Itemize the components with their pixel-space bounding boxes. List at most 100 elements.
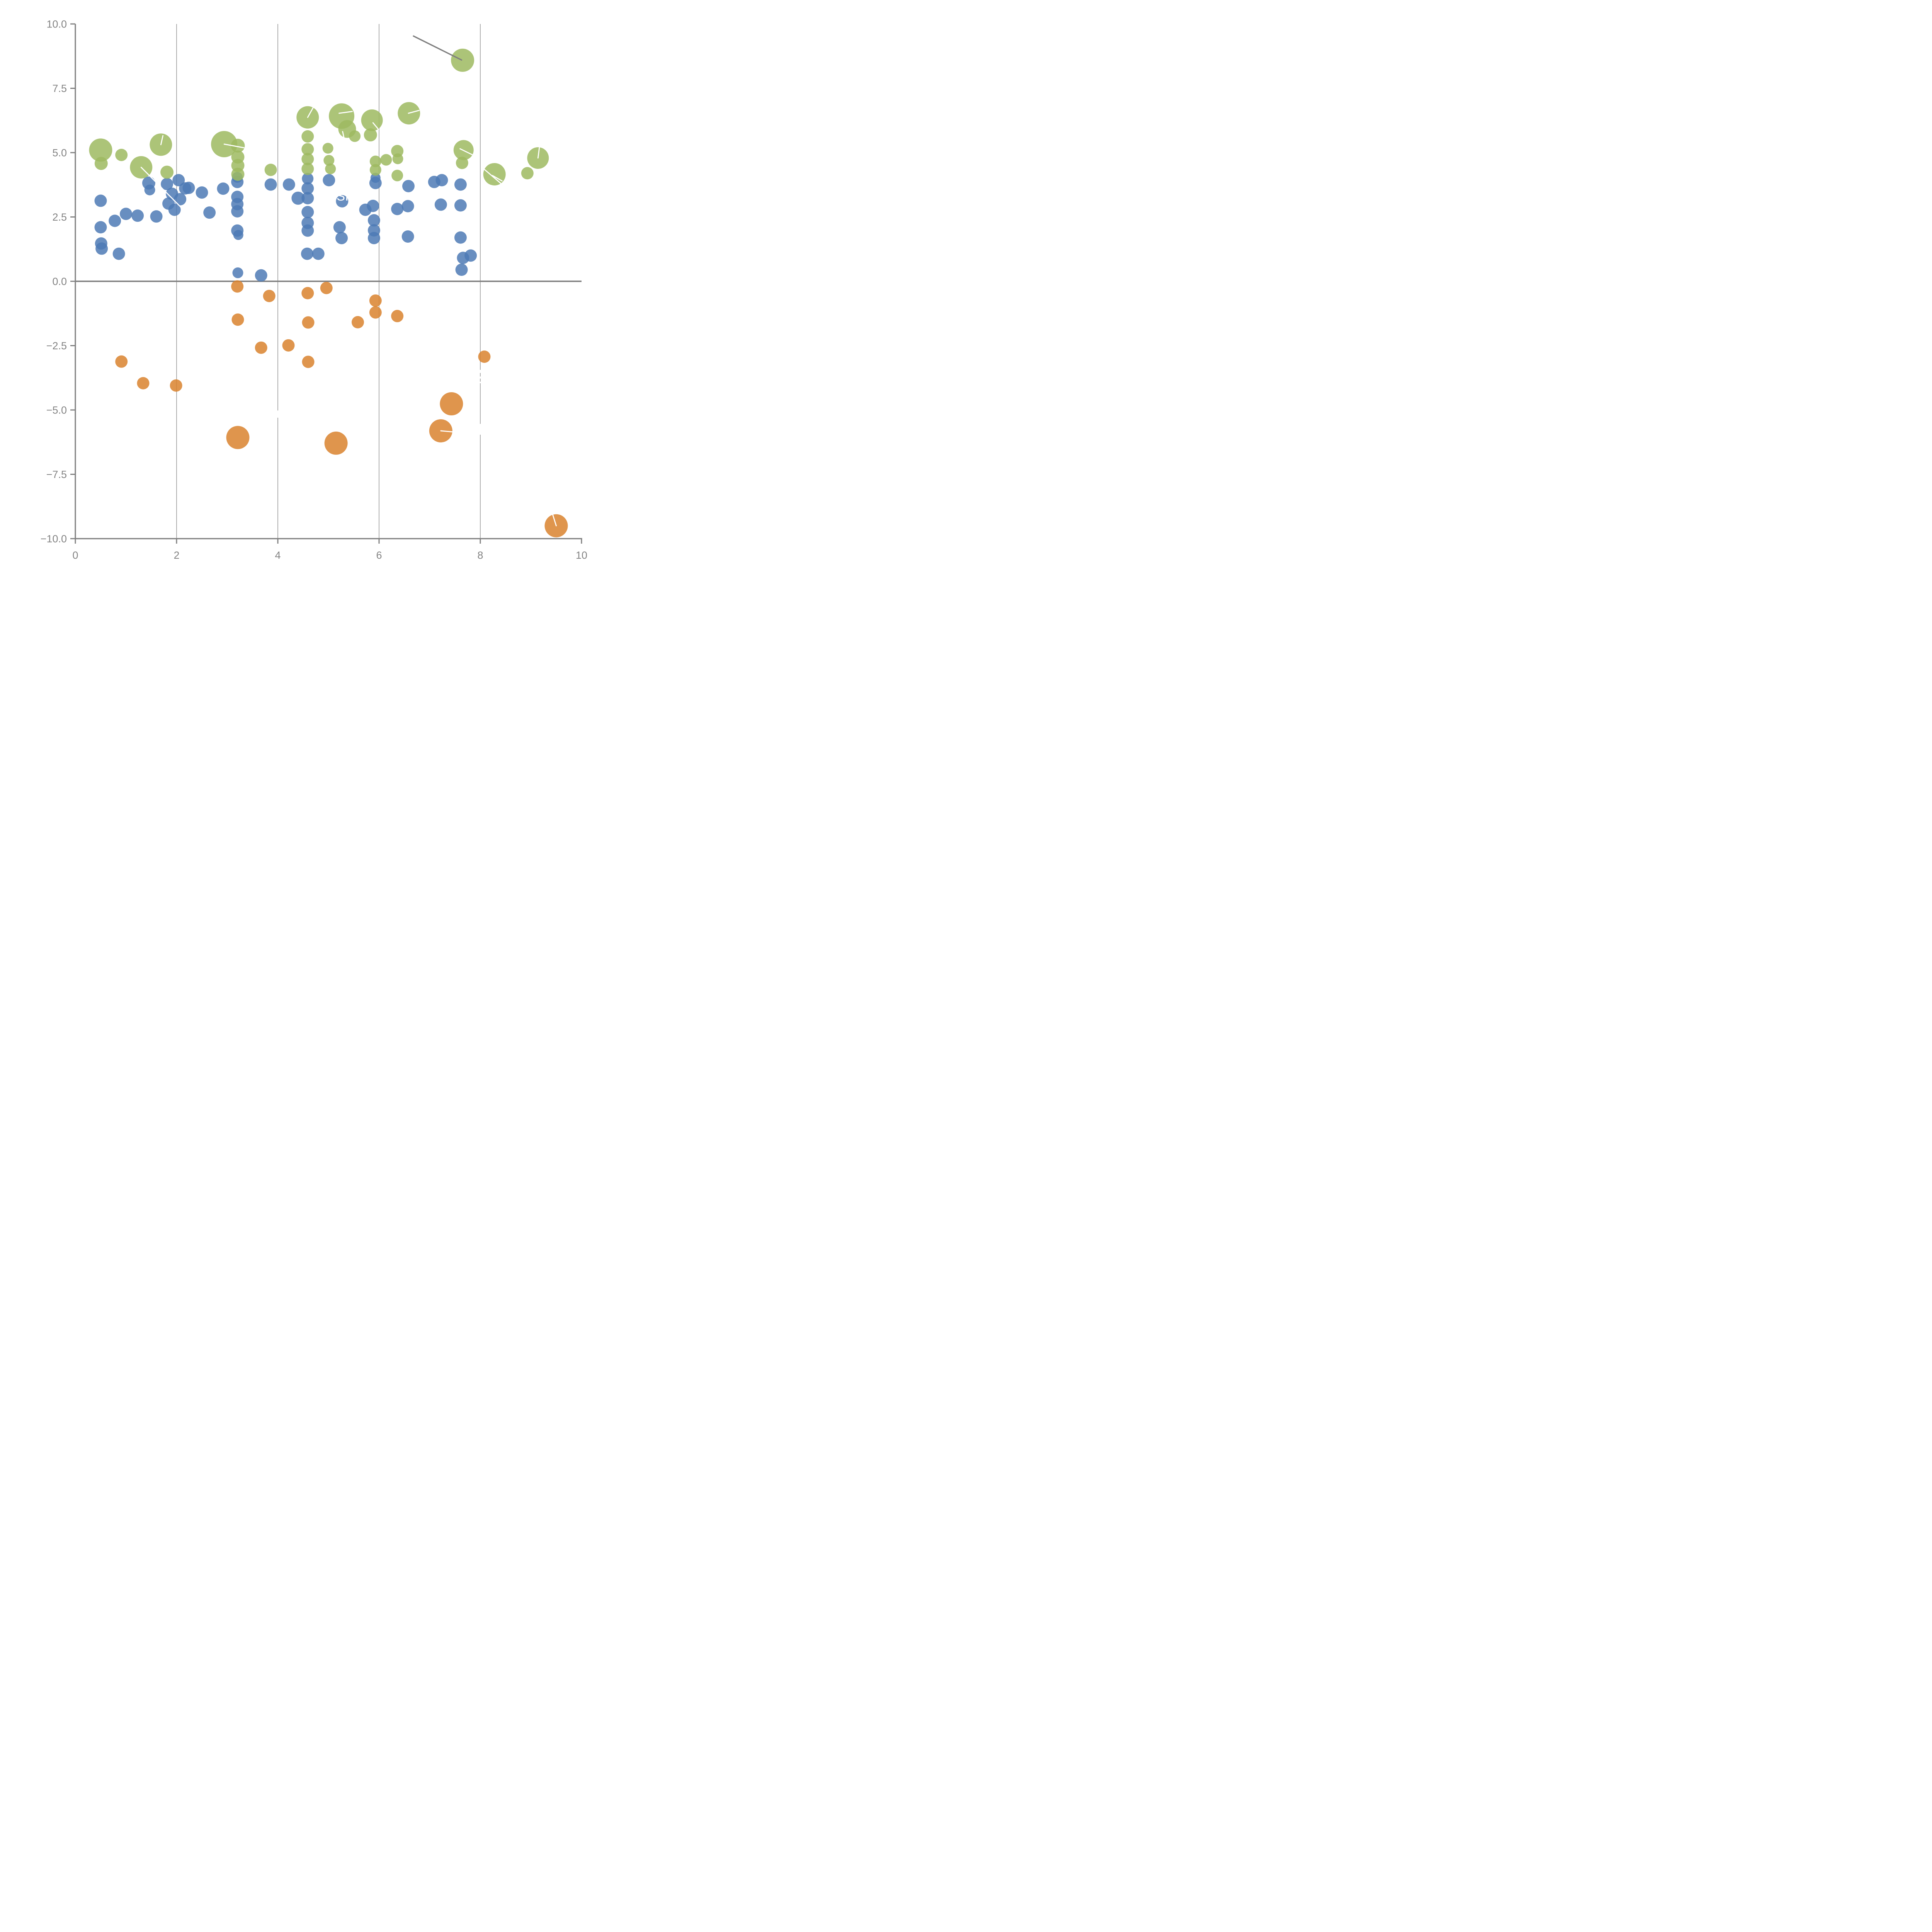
blue-data-point-5 xyxy=(112,247,125,260)
green-data-point-22 xyxy=(349,130,361,142)
blue-data-point-18 xyxy=(182,182,195,194)
blue-data-point-32 xyxy=(282,178,295,191)
white-annotation-label: SI xyxy=(337,189,349,203)
green-data-point-15 xyxy=(301,153,314,165)
orange-data-point-3 xyxy=(231,280,244,293)
orange-data-point-17 xyxy=(391,310,404,322)
blue-data-point-59 xyxy=(434,198,447,211)
orange-data-point-13 xyxy=(324,431,348,455)
blue-data-point-55 xyxy=(402,180,415,192)
green-data-point-18 xyxy=(323,155,335,166)
gridline-gap-2 xyxy=(277,410,279,418)
y-tick-label-2.5: 2.5 xyxy=(52,211,67,223)
white-leader-line-2 xyxy=(223,143,245,148)
blue-data-point-34 xyxy=(302,173,314,185)
white-leader-line-5 xyxy=(342,131,345,141)
blue-data-point-62 xyxy=(454,231,467,244)
gridline-gap-6 xyxy=(479,423,481,435)
green-data-point-36 xyxy=(521,167,534,180)
blue-data-point-44 xyxy=(333,221,346,234)
x-tick-label-2: 2 xyxy=(173,549,179,561)
blue-data-point-47 xyxy=(367,199,379,212)
gridline-gap-5 xyxy=(479,370,481,383)
blue-data-point-20 xyxy=(203,206,216,219)
white-leader-line-1 xyxy=(160,135,164,145)
y-tick-label-10: 10.0 xyxy=(46,19,67,30)
orange-data-point-0 xyxy=(115,355,128,368)
blue-data-point-4 xyxy=(109,214,121,227)
orange-data-point-10 xyxy=(302,316,315,329)
y-tick-label-0: 0.0 xyxy=(52,276,67,287)
blue-data-point-12 xyxy=(172,174,185,187)
green-data-point-30 xyxy=(391,170,403,182)
x-tick-label-8: 8 xyxy=(477,549,483,561)
blue-data-point-39 xyxy=(301,224,314,237)
orange-data-point-2 xyxy=(170,379,182,392)
green-data-point-11 xyxy=(264,163,277,176)
green-data-point-13 xyxy=(301,130,314,143)
white-leader-line-6 xyxy=(372,122,379,130)
blue-data-point-60 xyxy=(454,178,467,191)
blue-data-point-6 xyxy=(120,207,132,220)
orange-data-point-14 xyxy=(351,316,364,328)
white-leader-line-12 xyxy=(440,430,453,433)
plot-background xyxy=(0,0,606,606)
white-leader-line-8 xyxy=(537,146,540,159)
orange-data-point-12 xyxy=(320,282,333,294)
blue-data-point-31 xyxy=(264,178,277,191)
blue-data-point-37 xyxy=(301,206,314,218)
blue-data-point-52 xyxy=(369,177,382,189)
blue-data-point-65 xyxy=(455,264,468,276)
green-data-point-19 xyxy=(325,163,336,174)
blue-data-point-43 xyxy=(336,195,349,207)
blue-data-point-1 xyxy=(94,221,107,234)
y-tick-label--2.5: −2.5 xyxy=(46,340,67,352)
blue-data-point-40 xyxy=(301,247,313,260)
orange-data-point-16 xyxy=(369,306,382,319)
white-leader-line-7 xyxy=(408,110,420,114)
blue-data-point-36 xyxy=(301,192,314,204)
blue-data-point-21 xyxy=(217,182,230,195)
white-leader-line-0 xyxy=(140,167,183,209)
blue-data-point-42 xyxy=(323,174,335,187)
scatter-plot-figure: 10.0 7.5 5.0 2.5 0.0 −2.5 −5.0 −7.5 −10.0 0 2 4 6 8 10… xyxy=(0,0,606,606)
blue-data-point-26 xyxy=(231,205,244,218)
orange-data-point-1 xyxy=(137,377,150,389)
x-tick-label-10: 10 xyxy=(576,549,587,561)
x-tick-label-0: 0 xyxy=(72,549,78,561)
green-data-point-27 xyxy=(380,154,392,166)
y-tick-label--10: −10.0 xyxy=(41,533,67,545)
blue-data-point-7 xyxy=(131,209,144,222)
blue-data-point-33 xyxy=(291,191,305,205)
blue-data-point-61 xyxy=(454,199,467,212)
blue-data-point-28 xyxy=(233,230,243,240)
green-data-point-2 xyxy=(115,148,128,161)
orange-data-point-9 xyxy=(301,287,314,299)
y-tick-label-7.5: 7.5 xyxy=(52,83,67,94)
orange-data-point-6 xyxy=(255,341,267,354)
white-leader-line-13 xyxy=(552,514,557,527)
blue-data-point-3 xyxy=(95,242,108,255)
orange-data-point-8 xyxy=(282,339,295,352)
scatter-plot-canvas: 10.0 7.5 5.0 2.5 0.0 −2.5 −5.0 −7.5 −10.0 0 2 4 6 8 10… xyxy=(0,0,606,606)
blue-data-point-58 xyxy=(435,174,448,187)
blue-data-point-64 xyxy=(464,249,477,262)
white-leader-line-11 xyxy=(459,148,474,156)
blue-data-point-15 xyxy=(174,193,187,206)
blue-data-point-41 xyxy=(312,247,325,260)
orange-data-point-20 xyxy=(478,350,491,363)
white-leader-line-3 xyxy=(307,107,314,118)
blue-data-point-29 xyxy=(232,267,243,279)
orange-data-point-4 xyxy=(231,313,244,326)
green-data-point-17 xyxy=(322,143,333,154)
blue-data-point-50 xyxy=(367,232,380,245)
green-data-point-14 xyxy=(301,143,314,156)
orange-data-point-15 xyxy=(369,294,382,307)
green-data-point-10 xyxy=(231,167,245,181)
orange-data-point-19 xyxy=(440,392,463,416)
orange-data-point-5 xyxy=(226,426,250,449)
white-leader-line-9 xyxy=(484,168,502,185)
y-tick-label-5: 5.0 xyxy=(52,147,67,159)
x-tick-label-4: 4 xyxy=(275,549,281,561)
orange-data-point-11 xyxy=(302,355,315,368)
